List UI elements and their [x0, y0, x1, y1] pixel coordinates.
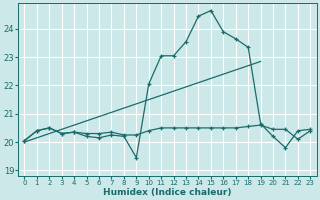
X-axis label: Humidex (Indice chaleur): Humidex (Indice chaleur): [103, 188, 232, 197]
